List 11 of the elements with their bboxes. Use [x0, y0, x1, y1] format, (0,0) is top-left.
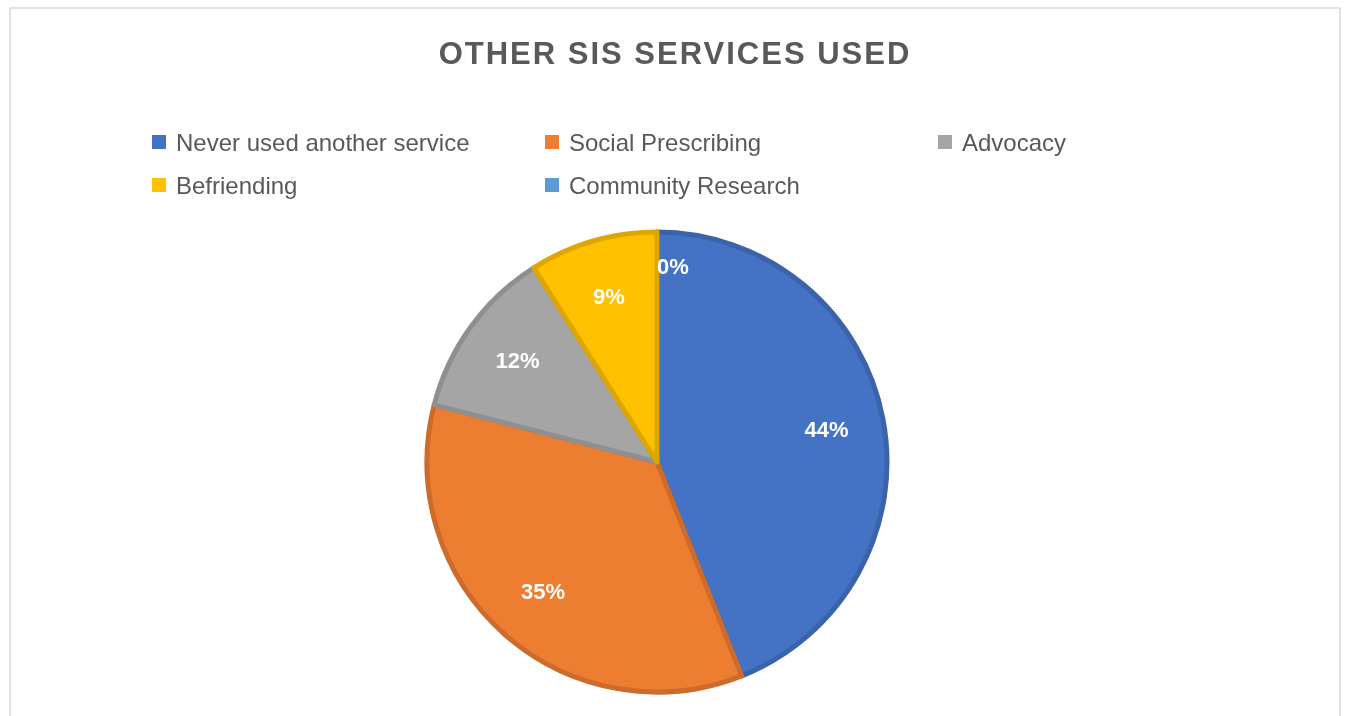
legend-label: Social Prescribing — [569, 128, 762, 156]
legend-label: Never used another service — [176, 128, 470, 156]
data-label: 35% — [520, 578, 565, 604]
data-label: 9% — [592, 283, 625, 309]
legend-label: Community Research — [569, 171, 800, 199]
pie-slice — [431, 265, 660, 465]
chart-title: OTHER SIS SERVICES USED — [438, 35, 912, 71]
legend-label: Advocacy — [962, 128, 1067, 156]
legend-label: Befriending — [176, 171, 298, 199]
data-label: 44% — [804, 417, 849, 443]
data-label: 12% — [495, 348, 540, 374]
